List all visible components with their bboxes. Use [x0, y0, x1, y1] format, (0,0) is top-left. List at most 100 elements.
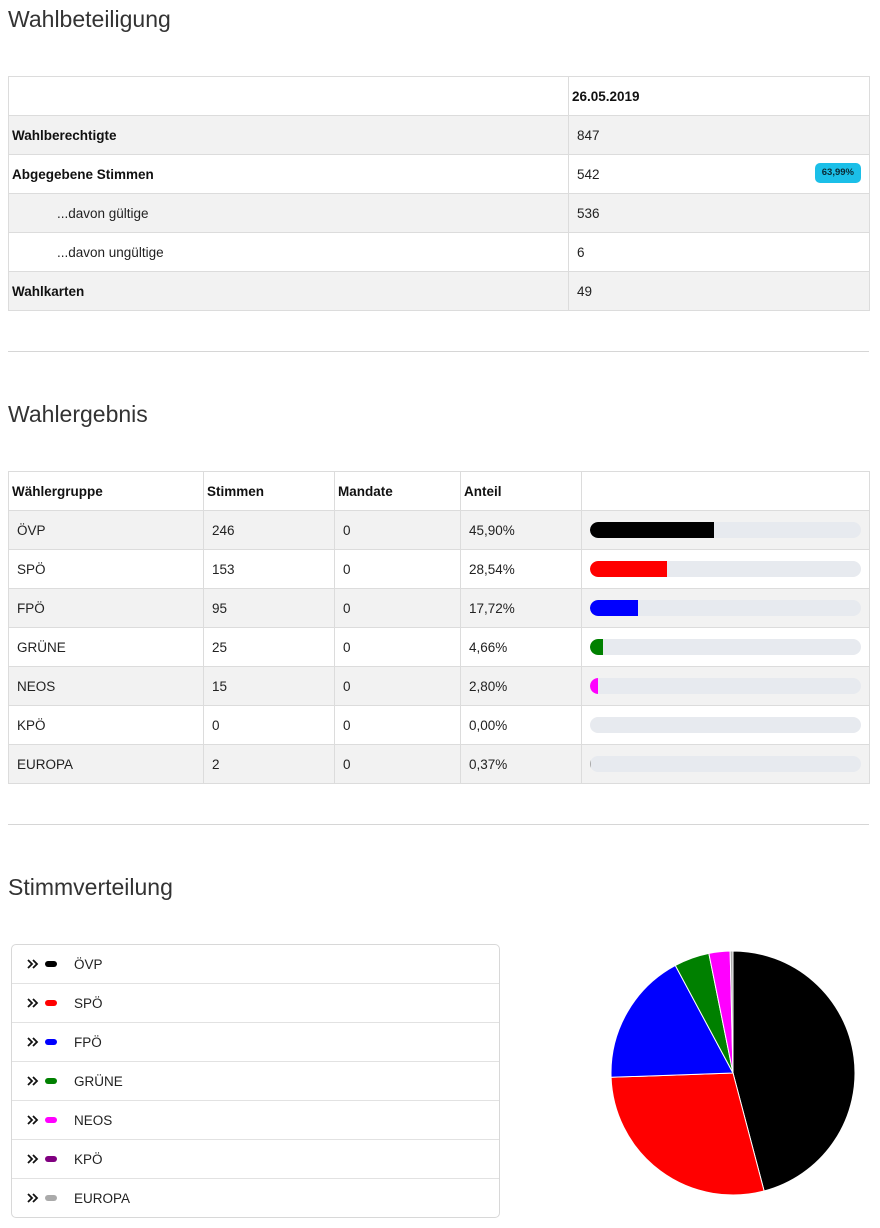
share-progress-fill — [590, 639, 603, 655]
votes-cell: 0 — [203, 705, 335, 745]
party-cell: FPÖ — [8, 588, 204, 628]
section-divider — [8, 824, 869, 825]
legend-item[interactable]: NEOS — [12, 1100, 499, 1139]
share-cell: 28,54% — [460, 549, 582, 589]
table-row: Wahlberechtigte 847 — [8, 115, 870, 155]
share-bar-cell — [581, 744, 870, 784]
share-bar-cell — [581, 705, 870, 745]
turnout-row-value-cell: 542 63,99% — [568, 154, 870, 194]
turnout-row-label: Wahlkarten — [8, 271, 569, 311]
legend-item[interactable]: FPÖ — [12, 1022, 499, 1061]
legend-color-dot — [45, 961, 57, 967]
legend-item[interactable]: SPÖ — [12, 983, 499, 1022]
double-chevron-right-icon — [27, 1037, 41, 1047]
pie-slice-övp[interactable] — [732, 950, 856, 1192]
turnout-row-label: ...davon gültige — [8, 193, 569, 233]
turnout-row-value: 542 — [577, 166, 600, 182]
column-header-votes: Stimmen — [203, 471, 335, 511]
share-cell: 0,37% — [460, 744, 582, 784]
double-chevron-right-icon — [27, 1154, 41, 1164]
share-progress-bar — [590, 756, 861, 772]
table-row: ...davon gültige 536 — [8, 193, 870, 233]
share-progress-bar — [590, 600, 861, 616]
results-header-row: Wählergruppe Stimmen Mandate Anteil — [8, 471, 870, 511]
share-progress-bar — [590, 678, 861, 694]
turnout-row-label: Abgegebene Stimmen — [8, 154, 569, 194]
turnout-header-row: 26.05.2019 — [8, 76, 870, 116]
column-header-share: Anteil — [460, 471, 582, 511]
party-cell: GRÜNE — [8, 627, 204, 667]
table-row: Wahlkarten 49 — [8, 271, 870, 311]
share-cell: 2,80% — [460, 666, 582, 706]
party-cell: SPÖ — [8, 549, 204, 589]
distribution-title: Stimmverteilung — [8, 874, 173, 900]
turnout-date-header: 26.05.2019 — [568, 76, 870, 116]
legend-label: ÖVP — [74, 956, 103, 972]
vote-distribution-pie-chart — [610, 950, 856, 1196]
share-bar-cell — [581, 588, 870, 628]
share-progress-fill — [590, 522, 715, 538]
pie-slice-fpö[interactable] — [610, 964, 734, 1078]
legend-color-dot — [45, 1195, 57, 1201]
votes-cell: 25 — [203, 627, 335, 667]
seats-cell: 0 — [334, 627, 461, 667]
legend-color-dot — [45, 1117, 57, 1123]
turnout-row-label: Wahlberechtigte — [8, 115, 569, 155]
share-progress-bar — [590, 561, 861, 577]
legend-item[interactable]: KPÖ — [12, 1139, 499, 1178]
table-row: ...davon ungültige 6 — [8, 232, 870, 272]
turnout-title: Wahlbeteiligung — [8, 6, 171, 32]
votes-cell: 246 — [203, 510, 335, 550]
share-progress-bar — [590, 717, 861, 733]
pie-legend: ÖVP SPÖ FPÖ GRÜNE NEOS KPÖ EUROPA — [11, 944, 500, 1218]
votes-cell: 153 — [203, 549, 335, 589]
legend-color-dot — [45, 1039, 57, 1045]
turnout-row-label: ...davon ungültige — [8, 232, 569, 272]
share-cell: 0,00% — [460, 705, 582, 745]
results-title: Wahlergebnis — [8, 401, 148, 427]
pie-slice-europa[interactable] — [729, 950, 734, 1074]
results-table: Wählergruppe Stimmen Mandate Anteil ÖVP 2… — [8, 471, 870, 784]
share-progress-fill — [590, 561, 668, 577]
double-chevron-right-icon — [27, 1193, 41, 1203]
turnout-row-value: 6 — [568, 232, 870, 272]
table-row: NEOS 15 0 2,80% — [8, 666, 870, 706]
share-progress-bar — [590, 639, 861, 655]
table-row: FPÖ 95 0 17,72% — [8, 588, 870, 628]
legend-label: EUROPA — [74, 1190, 131, 1206]
seats-cell: 0 — [334, 666, 461, 706]
turnout-percent-badge: 63,99% — [814, 163, 861, 183]
turnout-row-value: 847 — [568, 115, 870, 155]
share-bar-cell — [581, 510, 870, 550]
turnout-table: 26.05.2019 Wahlberechtigte 847 Abgegeben… — [8, 76, 870, 311]
turnout-row-value: 49 — [568, 271, 870, 311]
seats-cell: 0 — [334, 588, 461, 628]
pie-slice-spö[interactable] — [610, 1072, 765, 1196]
votes-cell: 2 — [203, 744, 335, 784]
turnout-row-value: 536 — [568, 193, 870, 233]
table-row: EUROPA 2 0 0,37% — [8, 744, 870, 784]
legend-label: SPÖ — [74, 995, 103, 1011]
legend-color-dot — [45, 1000, 57, 1006]
legend-label: GRÜNE — [74, 1073, 123, 1089]
legend-item[interactable]: EUROPA — [12, 1178, 499, 1217]
legend-label: NEOS — [74, 1112, 113, 1128]
table-row: SPÖ 153 0 28,54% — [8, 549, 870, 589]
share-bar-cell — [581, 666, 870, 706]
double-chevron-right-icon — [27, 1076, 41, 1086]
table-row: Abgegebene Stimmen 542 63,99% — [8, 154, 870, 194]
party-cell: NEOS — [8, 666, 204, 706]
party-cell: ÖVP — [8, 510, 204, 550]
share-bar-cell — [581, 627, 870, 667]
share-bar-cell — [581, 549, 870, 589]
column-header-bar — [581, 471, 870, 511]
legend-item[interactable]: GRÜNE — [12, 1061, 499, 1100]
table-row: KPÖ 0 0 0,00% — [8, 705, 870, 745]
seats-cell: 0 — [334, 549, 461, 589]
seats-cell: 0 — [334, 744, 461, 784]
legend-color-dot — [45, 1156, 57, 1162]
votes-cell: 95 — [203, 588, 335, 628]
column-header-seats: Mandate — [334, 471, 461, 511]
legend-item[interactable]: ÖVP — [12, 945, 499, 983]
share-progress-fill — [590, 756, 591, 772]
